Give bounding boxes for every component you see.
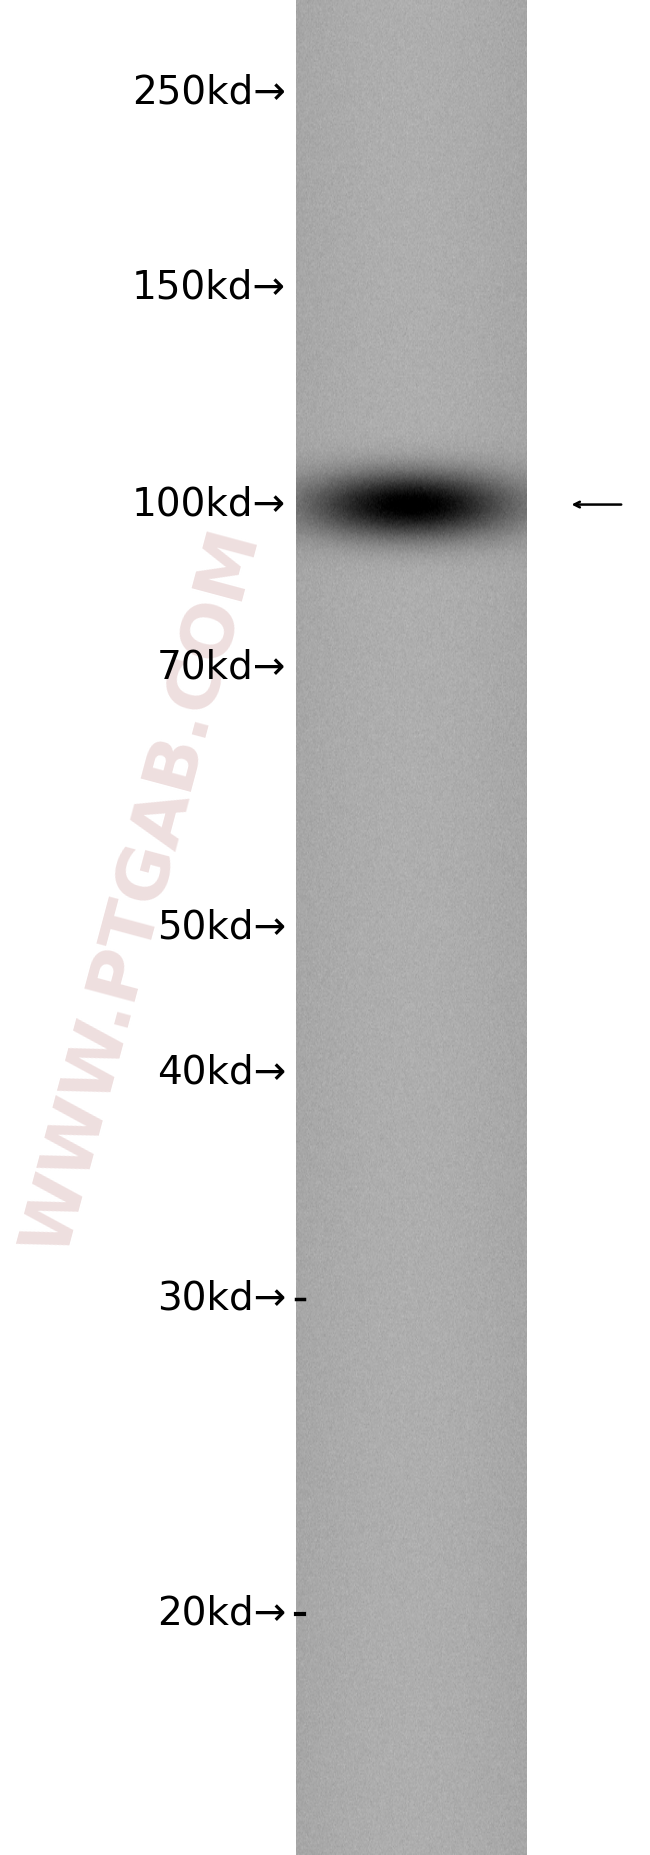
Text: 30kd→: 30kd→ <box>157 1280 286 1317</box>
Text: 150kd→: 150kd→ <box>132 269 286 306</box>
Text: 250kd→: 250kd→ <box>132 74 286 111</box>
Text: 100kd→: 100kd→ <box>132 486 286 523</box>
Text: 50kd→: 50kd→ <box>157 909 286 946</box>
Text: 40kd→: 40kd→ <box>157 1054 286 1091</box>
Text: 70kd→: 70kd→ <box>157 649 286 686</box>
Text: WWW.PTGAB.COM: WWW.PTGAB.COM <box>13 521 273 1260</box>
Text: 20kd→: 20kd→ <box>157 1595 286 1632</box>
